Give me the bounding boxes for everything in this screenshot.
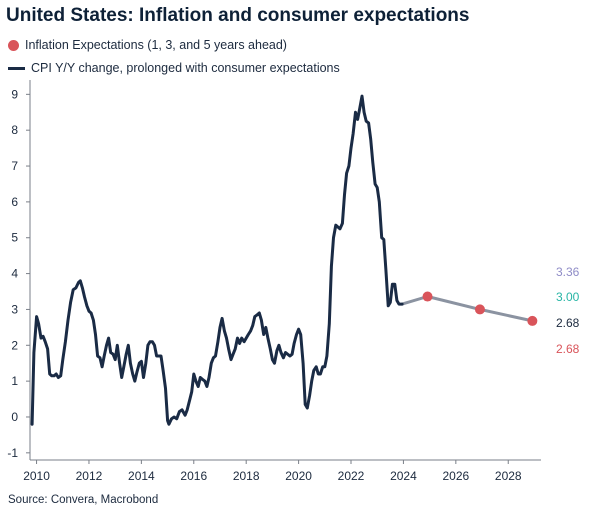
expectation-point-3	[527, 315, 538, 326]
expectation-point-2	[474, 304, 485, 315]
legend-item-expectations: Inflation Expectations (1, 3, and 5 year…	[8, 38, 287, 52]
y-tick-label: 0	[11, 410, 18, 424]
x-tick-label: 2020	[285, 469, 312, 483]
x-tick-label: 2026	[442, 469, 469, 483]
y-tick-label: 3	[11, 302, 18, 316]
right-value-label: 3.00	[556, 290, 580, 304]
circle-marker-icon	[8, 39, 19, 51]
x-tick-label: 2022	[338, 469, 365, 483]
expectation-point-1	[422, 291, 433, 302]
legend-label-cpi: CPI Y/Y change, prolonged with consumer …	[31, 61, 340, 75]
x-tick-label: 2024	[390, 469, 417, 483]
right-value-label: 3.36	[556, 265, 580, 279]
series-line-cpi-projection	[400, 295, 534, 323]
y-tick-label: 8	[11, 123, 18, 137]
x-tick-label: 2014	[128, 469, 155, 483]
line-swatch-icon	[8, 66, 25, 70]
x-tick-label: 2028	[495, 469, 522, 483]
y-tick-label: 9	[11, 87, 18, 101]
y-tick-label: 6	[11, 195, 18, 209]
source-note: Source: Convera, Macrobond	[8, 494, 159, 506]
right-value-label: 2.68	[556, 316, 580, 330]
y-tick-label: 4	[11, 267, 18, 281]
y-tick-label: 2	[11, 338, 18, 352]
x-tick-label: 2010	[23, 469, 50, 483]
series-line-cpi	[30, 94, 404, 426]
x-tick-label: 2018	[233, 469, 260, 483]
y-tick-label: 5	[11, 231, 18, 245]
x-tick-label: 2016	[180, 469, 207, 483]
y-tick-label: 7	[11, 159, 18, 173]
right-value-label: 2.68	[556, 342, 580, 356]
y-tick-label: -1	[7, 446, 18, 460]
page-title: United States: Inflation and consumer ex…	[6, 5, 470, 26]
x-tick-label: 2012	[76, 469, 103, 483]
legend-label-expectations: Inflation Expectations (1, 3, and 5 year…	[25, 38, 287, 52]
legend-item-cpi: CPI Y/Y change, prolonged with consumer …	[8, 61, 340, 75]
y-tick-label: 1	[11, 374, 18, 388]
